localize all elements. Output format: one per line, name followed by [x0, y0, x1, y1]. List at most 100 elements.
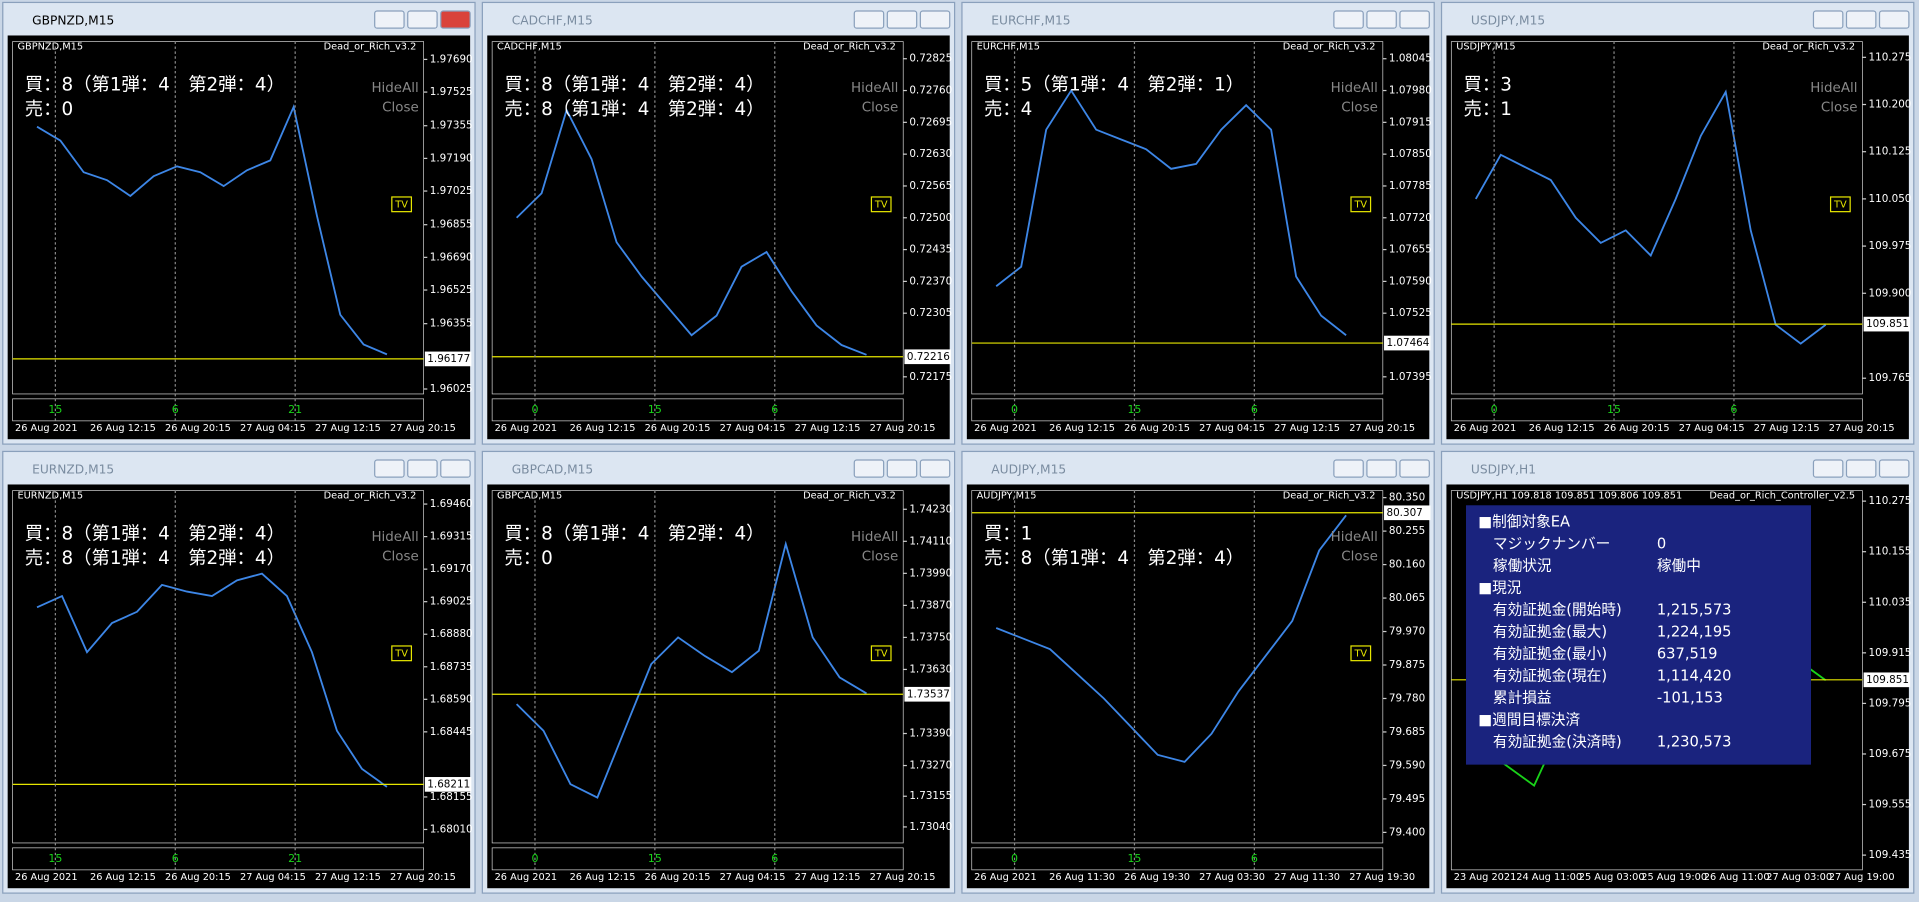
- tv-button[interactable]: TV: [1833, 199, 1847, 210]
- price-label: 0.72565: [909, 180, 952, 192]
- maximize[interactable]: [886, 10, 918, 29]
- tv-button-box[interactable]: [391, 196, 413, 213]
- hide-all-button[interactable]: HideAll: [371, 530, 418, 545]
- close-button[interactable]: Close: [1341, 550, 1378, 565]
- close-window[interactable]: [440, 459, 471, 478]
- sub-window: [12, 847, 425, 871]
- close-button[interactable]: Close: [862, 101, 899, 116]
- price-label: 1.96525: [430, 284, 473, 296]
- price-label: 1.73630: [909, 663, 952, 675]
- time-label: 27 Aug 19:30: [1349, 872, 1415, 883]
- close-window[interactable]: [1399, 459, 1430, 478]
- position-summary: 売：8（第1弾：4 第2弾：4）: [984, 548, 1244, 569]
- position-summary: 買：8（第1弾：4 第2弾：4）: [504, 524, 764, 545]
- minimize[interactable]: [374, 10, 405, 29]
- maximize[interactable]: [1366, 459, 1397, 478]
- tv-button[interactable]: TV: [874, 648, 888, 659]
- current-price-box: [424, 351, 472, 367]
- chart-area: [487, 484, 950, 889]
- position-summary: 買：3: [1464, 75, 1512, 96]
- price-label: 79.780: [1389, 692, 1425, 704]
- close-window[interactable]: [1399, 10, 1430, 29]
- price-label: 0.72370: [909, 275, 952, 287]
- close-window[interactable]: [919, 459, 951, 478]
- panel-label: 有効証拠金(最大): [1493, 624, 1607, 641]
- price-label: 1.07850: [1389, 148, 1432, 160]
- price-label: 1.07785: [1389, 180, 1432, 192]
- window-title: GBPNZD,M15: [32, 13, 114, 27]
- price-label: 1.07720: [1389, 212, 1432, 224]
- tv-button[interactable]: TV: [874, 199, 888, 210]
- minimize[interactable]: [1812, 459, 1844, 478]
- price-label: 0.72630: [909, 148, 952, 160]
- close-button[interactable]: Close: [862, 550, 899, 565]
- hide-all-button[interactable]: HideAll: [1331, 530, 1378, 545]
- price-label: 0.72825: [909, 53, 952, 65]
- current-price: 109.851: [1866, 674, 1909, 686]
- hide-all-button[interactable]: HideAll: [851, 530, 898, 545]
- price-label: 79.685: [1389, 726, 1425, 738]
- time-label: 26 Aug 20:15: [1124, 423, 1190, 434]
- hide-all-button[interactable]: HideAll: [1810, 81, 1857, 96]
- sub-window: [12, 398, 425, 422]
- maximize[interactable]: [1845, 459, 1877, 478]
- minimize[interactable]: [1333, 459, 1364, 478]
- price-label: 1.73870: [909, 599, 952, 611]
- time-label: 23 Aug 2021: [1454, 872, 1517, 883]
- maximize[interactable]: [1366, 10, 1397, 29]
- tv-button[interactable]: TV: [1353, 648, 1367, 659]
- chart-label: GBPCAD,M15: [497, 490, 562, 501]
- close-window[interactable]: [1878, 459, 1910, 478]
- minimize[interactable]: [853, 459, 885, 478]
- tv-button[interactable]: TV: [394, 648, 408, 659]
- tv-button-box[interactable]: [1350, 645, 1372, 662]
- tv-button-box[interactable]: [391, 645, 413, 662]
- tv-button-box[interactable]: [1350, 196, 1372, 213]
- minimize[interactable]: [374, 459, 405, 478]
- time-label: 27 Aug 20:15: [390, 872, 456, 883]
- sub-window: [971, 398, 1384, 422]
- price-label: 80.065: [1389, 592, 1425, 604]
- price-label: 1.69315: [430, 531, 473, 543]
- price-label: 1.69460: [430, 498, 473, 510]
- tv-button-box[interactable]: [1829, 196, 1851, 213]
- close-window[interactable]: [919, 10, 951, 29]
- close-window[interactable]: [1878, 10, 1910, 29]
- hide-all-button[interactable]: HideAll: [371, 81, 418, 96]
- maximize[interactable]: [886, 459, 918, 478]
- close-button[interactable]: Close: [382, 101, 419, 116]
- close-button[interactable]: Close: [1341, 101, 1378, 116]
- price-label: 1.07915: [1389, 116, 1432, 128]
- maximize[interactable]: [1845, 10, 1877, 29]
- window-title: EURCHF,M15: [991, 13, 1070, 27]
- chart-label: CADCHF,M15: [497, 41, 562, 52]
- current-price-box: [1863, 672, 1911, 688]
- maximize[interactable]: [407, 459, 438, 478]
- close-button[interactable]: Close: [382, 550, 419, 565]
- minimize[interactable]: [1812, 10, 1844, 29]
- price-label: 1.07590: [1389, 275, 1432, 287]
- tv-button-box[interactable]: [870, 196, 892, 213]
- time-label: 27 Aug 04:15: [1679, 423, 1745, 434]
- minimize[interactable]: [853, 10, 885, 29]
- tv-button[interactable]: TV: [1353, 199, 1367, 210]
- time-label: 27 Aug 20:15: [390, 423, 456, 434]
- maximize[interactable]: [407, 10, 438, 29]
- time-label: 27 Aug 04:15: [240, 423, 306, 434]
- sub-value: 0: [531, 403, 538, 416]
- tv-button-box[interactable]: [870, 645, 892, 662]
- price-label: 1.96025: [430, 383, 473, 395]
- time-label: 26 Aug 2021: [1454, 423, 1517, 434]
- price-label: 1.07395: [1389, 371, 1432, 383]
- tv-button[interactable]: TV: [394, 199, 408, 210]
- time-label: 27 Aug 20:15: [1829, 423, 1895, 434]
- price-label: 80.255: [1389, 525, 1425, 537]
- sub-value: 21: [288, 403, 302, 416]
- close-button[interactable]: Close: [1821, 101, 1858, 116]
- hide-all-button[interactable]: HideAll: [851, 81, 898, 96]
- chart-label: AUDJPY,M15: [977, 490, 1037, 501]
- current-price-box: [904, 349, 951, 365]
- hide-all-button[interactable]: HideAll: [1331, 81, 1378, 96]
- minimize[interactable]: [1333, 10, 1364, 29]
- close-window[interactable]: [440, 10, 471, 29]
